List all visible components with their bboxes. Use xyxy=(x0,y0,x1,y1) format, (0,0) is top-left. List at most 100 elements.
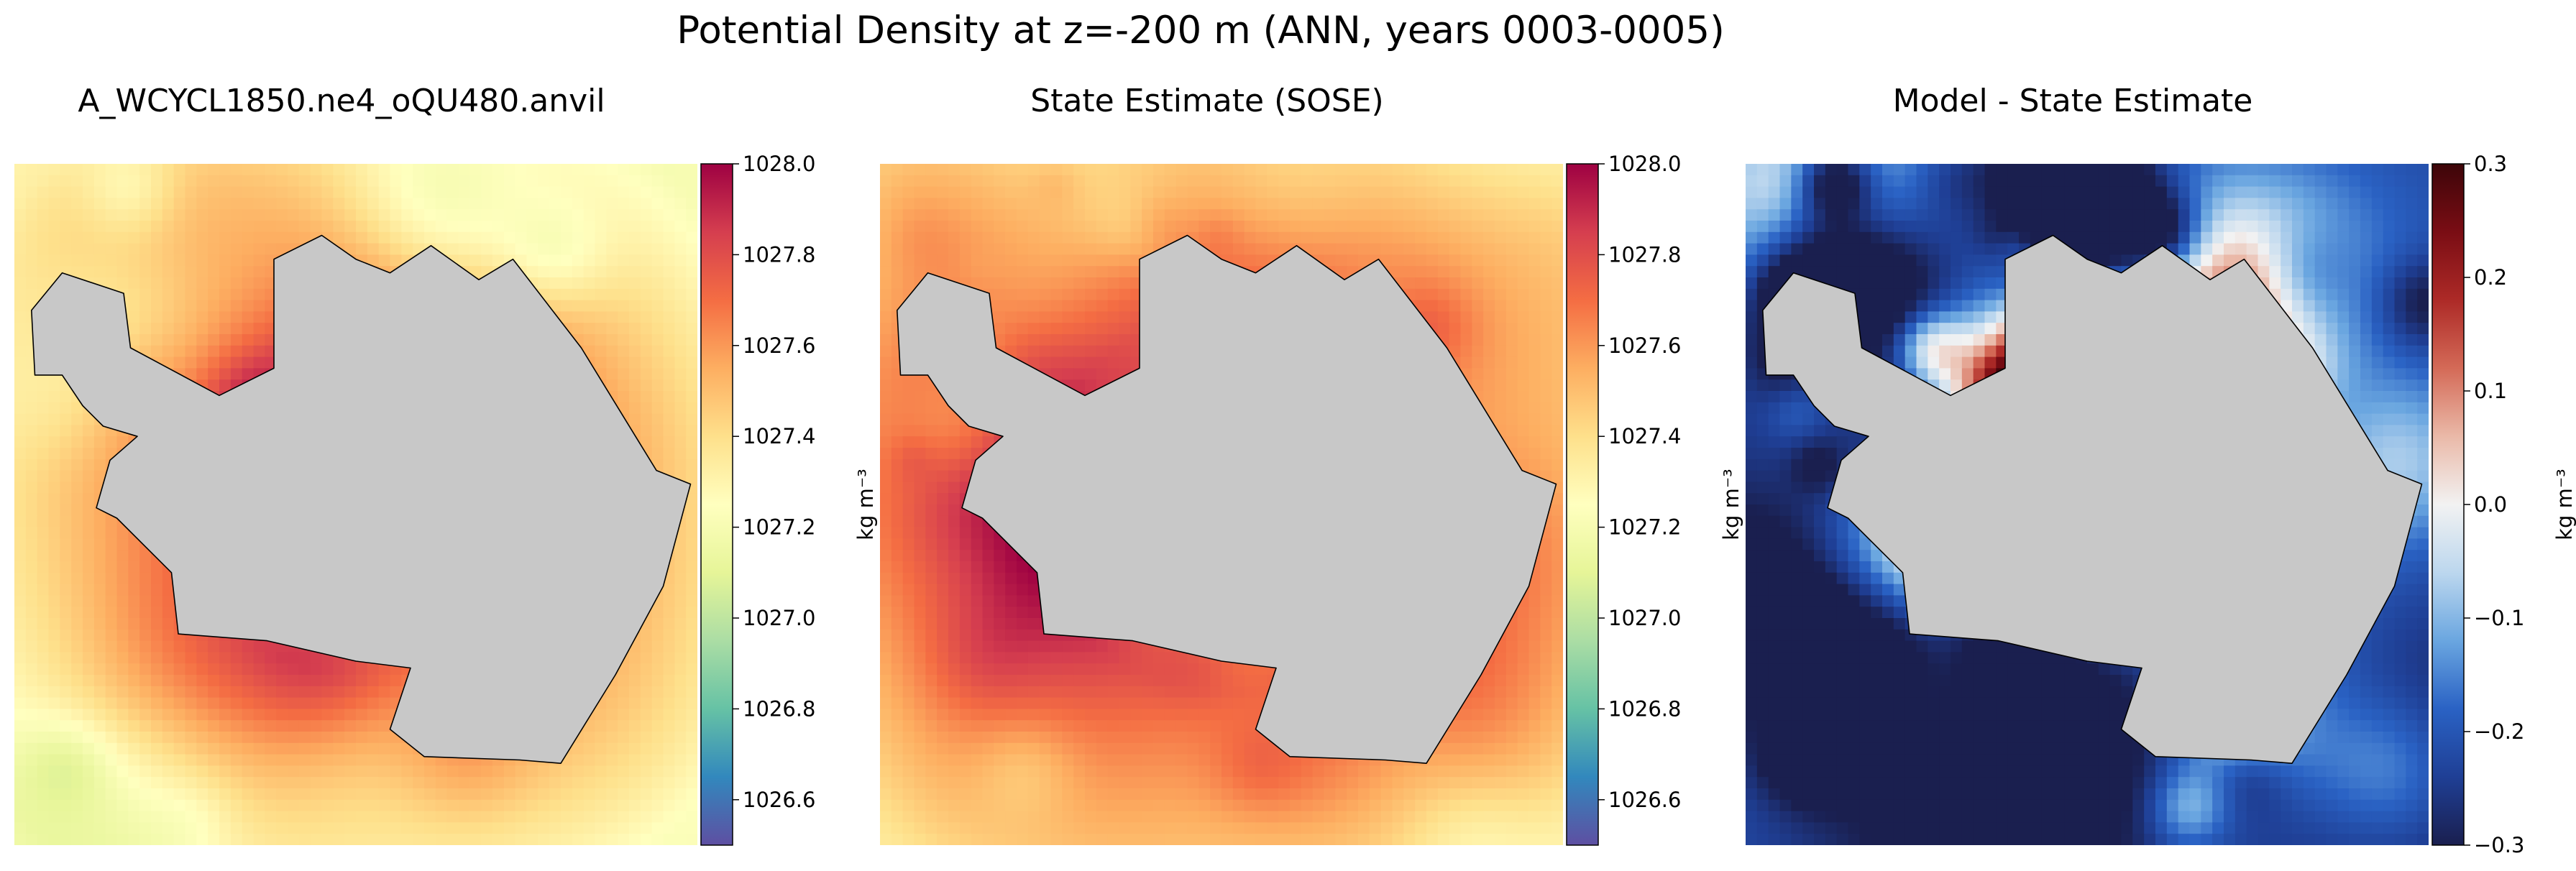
heatmap-cell xyxy=(60,402,72,415)
heatmap-cell xyxy=(93,425,106,437)
heatmap-cell xyxy=(196,788,208,801)
heatmap-cell xyxy=(310,788,323,801)
heatmap-cell xyxy=(116,811,129,823)
heatmap-cell xyxy=(618,663,630,676)
heatmap-cell xyxy=(93,742,106,755)
heatmap-cell xyxy=(583,720,596,732)
heatmap-cell xyxy=(1221,164,1234,176)
heatmap-cell xyxy=(25,243,38,255)
heatmap-cell xyxy=(1232,243,1245,255)
heatmap-cell xyxy=(139,300,152,312)
heatmap-cell xyxy=(48,595,60,607)
heatmap-cell xyxy=(230,799,243,812)
heatmap-cell xyxy=(629,164,641,176)
heatmap-cell xyxy=(1130,243,1142,255)
heatmap-cell xyxy=(321,811,334,823)
heatmap-cell xyxy=(173,686,186,699)
heatmap-cell xyxy=(640,323,653,335)
heatmap-cell xyxy=(583,243,596,255)
heatmap-cell xyxy=(37,538,50,550)
heatmap-cell xyxy=(310,742,323,755)
heatmap-cell xyxy=(1551,277,1563,290)
heatmap-cell xyxy=(242,356,255,369)
heatmap-cell xyxy=(230,777,243,789)
heatmap-cell xyxy=(1073,288,1086,301)
heatmap-cell xyxy=(1347,243,1359,255)
heatmap-cell xyxy=(162,595,175,607)
heatmap-cell xyxy=(219,368,232,380)
heatmap-cell xyxy=(606,186,618,198)
heatmap-cell xyxy=(390,254,402,267)
heatmap-cell xyxy=(105,515,118,528)
heatmap-cell xyxy=(1267,198,1279,210)
heatmap-cell xyxy=(1505,402,1518,415)
heatmap-cell xyxy=(1119,266,1131,278)
heatmap-cell xyxy=(686,618,697,630)
heatmap-cell xyxy=(674,607,687,619)
heatmap-cell xyxy=(356,822,368,834)
heatmap-cell xyxy=(48,618,60,630)
heatmap-cell xyxy=(1027,300,1040,312)
heatmap-cell xyxy=(538,765,550,778)
heatmap-cell xyxy=(298,164,311,176)
heatmap-cell xyxy=(242,164,255,176)
heatmap-cell xyxy=(151,311,163,323)
heatmap-cell xyxy=(242,754,255,766)
heatmap-cell xyxy=(48,538,60,550)
heatmap-cell xyxy=(242,266,255,278)
heatmap-cell xyxy=(1073,243,1086,255)
heatmap-cell xyxy=(288,697,300,709)
heatmap-cell xyxy=(526,164,538,176)
heatmap-cell xyxy=(595,765,607,778)
heatmap-cell xyxy=(1540,288,1552,301)
heatmap-cell xyxy=(651,323,664,335)
heatmap-cell xyxy=(1335,175,1347,188)
heatmap-cell xyxy=(1403,266,1416,278)
heatmap-cell xyxy=(288,799,300,812)
heatmap-cell xyxy=(1062,209,1074,221)
heatmap-cell xyxy=(1062,243,1074,255)
heatmap-cell xyxy=(128,561,140,573)
heatmap-cell xyxy=(880,175,892,188)
heatmap-cell xyxy=(139,175,152,188)
heatmap-cell xyxy=(1517,198,1530,210)
heatmap-cell xyxy=(116,675,129,687)
heatmap-cell xyxy=(446,164,459,176)
heatmap-cell xyxy=(948,254,961,267)
heatmap-cell xyxy=(151,697,163,709)
heatmap-cell xyxy=(686,777,697,789)
heatmap-cell xyxy=(1039,266,1052,278)
heatmap-cell xyxy=(618,345,630,358)
heatmap-cell xyxy=(83,413,95,425)
heatmap-cell xyxy=(914,164,926,176)
heatmap-cell xyxy=(663,254,675,267)
heatmap-cell xyxy=(1472,323,1484,335)
heatmap-cell xyxy=(128,186,140,198)
heatmap-cell xyxy=(105,777,118,789)
heatmap-cell xyxy=(310,777,323,789)
heatmap-cell xyxy=(674,311,687,323)
heatmap-cell xyxy=(1096,186,1109,198)
heatmap-cell xyxy=(128,732,140,744)
heatmap-cell xyxy=(93,732,106,744)
heatmap-cell xyxy=(14,675,27,687)
heatmap-cell xyxy=(1107,311,1120,323)
heatmap-cell xyxy=(663,584,675,596)
heatmap-cell xyxy=(446,788,459,801)
heatmap-cell xyxy=(663,356,675,369)
heatmap-cell xyxy=(14,231,27,244)
heatmap-cell xyxy=(151,754,163,766)
heatmap-cell xyxy=(1551,334,1563,346)
heatmap-cell xyxy=(105,198,118,210)
heatmap-cell xyxy=(185,254,197,267)
heatmap-cell xyxy=(640,175,653,188)
heatmap-cell xyxy=(686,164,697,176)
heatmap-cell xyxy=(1153,175,1165,188)
heatmap-cell xyxy=(1380,164,1393,176)
heatmap-cell xyxy=(629,368,641,380)
heatmap-cell xyxy=(526,186,538,198)
heatmap-cell xyxy=(640,266,653,278)
heatmap-cell xyxy=(618,266,630,278)
heatmap-cell xyxy=(1528,300,1541,312)
heatmap-cell xyxy=(629,221,641,233)
